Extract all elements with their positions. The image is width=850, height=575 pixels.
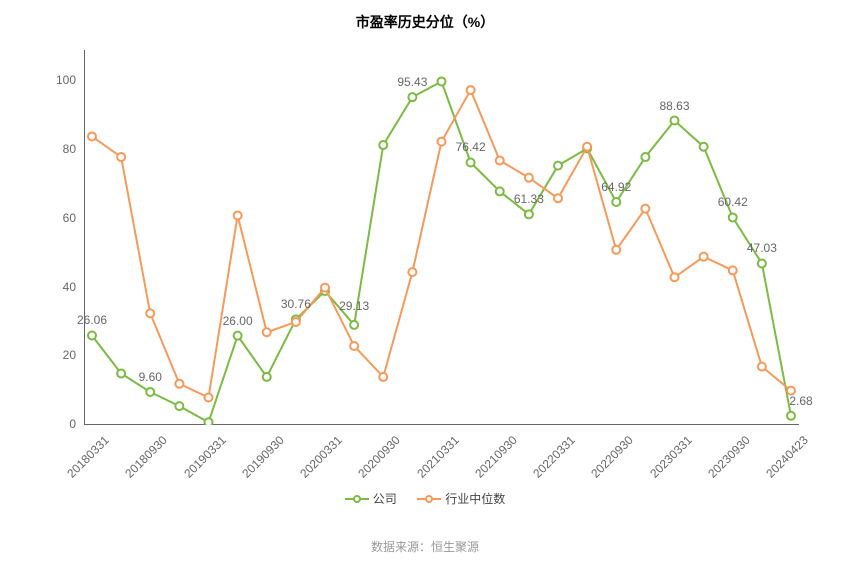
source-prefix: 数据来源： bbox=[371, 540, 431, 554]
x-tick-label: 20240423 bbox=[759, 433, 811, 485]
series-marker-1 bbox=[641, 205, 649, 213]
x-tick-label: 20220331 bbox=[526, 433, 578, 485]
point-label: 88.63 bbox=[659, 99, 689, 113]
y-tick-label: 60 bbox=[42, 211, 76, 225]
point-label: 61.33 bbox=[514, 192, 544, 206]
point-label: 2.68 bbox=[789, 394, 812, 408]
chart-svg bbox=[84, 50, 799, 425]
series-marker-1 bbox=[88, 132, 96, 140]
x-tick-label: 20210930 bbox=[467, 433, 519, 485]
series-marker-1 bbox=[234, 211, 242, 219]
series-marker-0 bbox=[205, 418, 213, 425]
series-group bbox=[88, 77, 795, 425]
series-marker-0 bbox=[379, 141, 387, 149]
series-marker-0 bbox=[671, 117, 679, 125]
x-tick-label: 20180930 bbox=[118, 433, 170, 485]
y-tick-label: 20 bbox=[42, 348, 76, 362]
series-marker-1 bbox=[350, 342, 358, 350]
x-tick-label: 20210331 bbox=[409, 433, 461, 485]
series-marker-0 bbox=[146, 388, 154, 396]
source-name: 恒生聚源 bbox=[431, 540, 479, 554]
series-marker-0 bbox=[234, 332, 242, 340]
series-marker-0 bbox=[729, 213, 737, 221]
data-source: 数据来源：恒生聚源 bbox=[0, 538, 850, 555]
series-marker-1 bbox=[175, 380, 183, 388]
series-marker-0 bbox=[88, 331, 96, 339]
series-marker-1 bbox=[321, 284, 329, 292]
series-marker-0 bbox=[554, 162, 562, 170]
chart-container: 市盈率历史分位（%） 0 20 40 60 80 100 2018033120180930… bbox=[0, 0, 850, 575]
series-marker-0 bbox=[758, 259, 766, 267]
x-tick-label: 20190331 bbox=[176, 433, 228, 485]
series-marker-1 bbox=[117, 153, 125, 161]
legend-label-industry: 行业中位数 bbox=[445, 490, 505, 507]
series-marker-1 bbox=[612, 246, 620, 254]
point-label: 26.06 bbox=[77, 313, 107, 327]
x-tick-label: 20230331 bbox=[642, 433, 694, 485]
series-marker-1 bbox=[263, 328, 271, 336]
series-marker-0 bbox=[350, 321, 358, 329]
point-label: 95.43 bbox=[397, 75, 427, 89]
point-label: 9.60 bbox=[139, 370, 162, 384]
series-marker-0 bbox=[496, 187, 504, 195]
x-tick-label: 20190930 bbox=[234, 433, 286, 485]
series-marker-0 bbox=[525, 210, 533, 218]
x-tick-label: 20180331 bbox=[60, 433, 112, 485]
series-marker-1 bbox=[292, 318, 300, 326]
series-marker-0 bbox=[612, 198, 620, 206]
series-marker-1 bbox=[467, 86, 475, 94]
plot-area bbox=[84, 50, 799, 425]
series-marker-1 bbox=[700, 253, 708, 261]
legend-item-company: 公司 bbox=[345, 490, 397, 507]
point-label: 30.76 bbox=[281, 297, 311, 311]
legend-label-company: 公司 bbox=[373, 490, 397, 507]
series-marker-0 bbox=[438, 77, 446, 85]
x-tick-label: 20200331 bbox=[293, 433, 345, 485]
series-marker-0 bbox=[641, 153, 649, 161]
series-marker-0 bbox=[408, 93, 416, 101]
point-label: 47.03 bbox=[747, 241, 777, 255]
x-tick-label: 20200930 bbox=[351, 433, 403, 485]
series-marker-1 bbox=[438, 138, 446, 146]
series-marker-1 bbox=[379, 373, 387, 381]
series-marker-1 bbox=[408, 268, 416, 276]
series-marker-1 bbox=[729, 266, 737, 274]
legend-swatch-company bbox=[345, 494, 369, 504]
y-tick-label: 0 bbox=[42, 417, 76, 431]
point-label: 26.00 bbox=[223, 314, 253, 328]
point-label: 60.42 bbox=[718, 195, 748, 209]
series-marker-1 bbox=[758, 363, 766, 371]
chart-title: 市盈率历史分位（%） bbox=[0, 12, 850, 32]
series-marker-0 bbox=[700, 143, 708, 151]
legend-swatch-industry bbox=[417, 494, 441, 504]
series-marker-0 bbox=[787, 412, 795, 420]
series-marker-1 bbox=[671, 273, 679, 281]
series-line-0 bbox=[92, 81, 791, 422]
point-label: 29.13 bbox=[339, 299, 369, 313]
series-marker-1 bbox=[583, 143, 591, 151]
x-tick-label: 20230930 bbox=[700, 433, 752, 485]
legend-item-industry: 行业中位数 bbox=[417, 490, 505, 507]
series-marker-0 bbox=[117, 369, 125, 377]
series-marker-1 bbox=[205, 394, 213, 402]
x-tick-label: 20220930 bbox=[584, 433, 636, 485]
y-tick-label: 80 bbox=[42, 142, 76, 156]
legend: 公司 行业中位数 bbox=[0, 490, 850, 509]
series-marker-0 bbox=[263, 373, 271, 381]
series-marker-0 bbox=[175, 402, 183, 410]
series-marker-1 bbox=[525, 174, 533, 182]
series-line-1 bbox=[92, 90, 791, 397]
y-tick-label: 40 bbox=[42, 280, 76, 294]
series-marker-1 bbox=[496, 156, 504, 164]
series-marker-0 bbox=[467, 158, 475, 166]
series-marker-1 bbox=[146, 309, 154, 317]
point-label: 64.92 bbox=[601, 180, 631, 194]
y-tick-label: 100 bbox=[42, 73, 76, 87]
series-marker-1 bbox=[554, 194, 562, 202]
point-label: 76.42 bbox=[456, 140, 486, 154]
